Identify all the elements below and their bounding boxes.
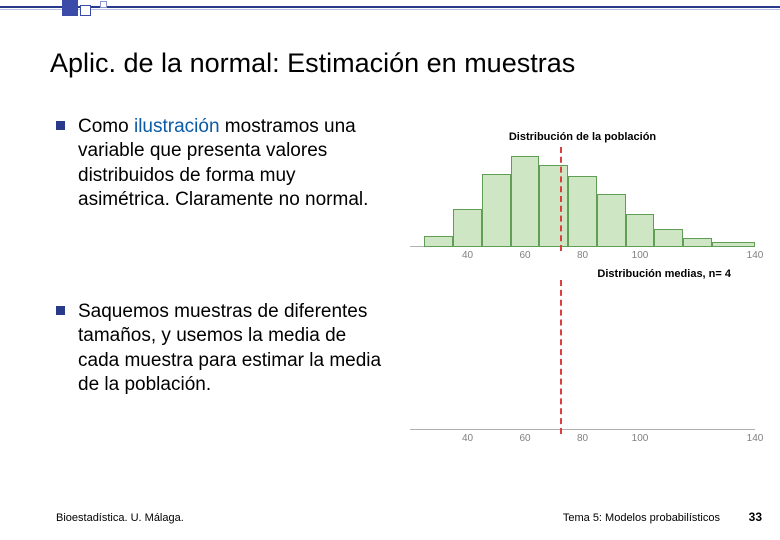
axis-tick-label: 100 xyxy=(632,250,649,261)
histogram-bar xyxy=(626,214,655,247)
decor-line-dark xyxy=(0,6,780,8)
decor-square xyxy=(80,5,91,16)
chart-title-top: Distribución de la población xyxy=(410,131,755,143)
histogram-bar xyxy=(597,194,626,247)
bullet-marker xyxy=(56,306,65,315)
histogram-bar xyxy=(511,156,540,247)
histogram-bar xyxy=(424,236,453,247)
axis-tick-label: 100 xyxy=(632,433,649,444)
footer-right: Tema 5: Modelos probabilísticos xyxy=(563,512,720,524)
histogram-bar xyxy=(654,229,683,247)
axis-tick-label: 140 xyxy=(747,433,764,444)
bullet-1-pre: Como xyxy=(78,116,134,137)
bullet-text-2: Saquemos muestras de diferentes tamaños,… xyxy=(78,300,388,397)
axis-tick-label: 60 xyxy=(519,250,530,261)
axis-tick-label: 40 xyxy=(462,250,473,261)
decor-square xyxy=(62,0,78,16)
chart-bottom-area: 406080100140 xyxy=(410,284,755,430)
histogram-bar xyxy=(683,238,712,247)
page-number: 33 xyxy=(749,510,762,524)
bullet-marker xyxy=(56,121,65,130)
axis-tick-label: 140 xyxy=(747,250,764,261)
histogram-bar xyxy=(453,209,482,247)
axis-tick-label: 60 xyxy=(519,433,530,444)
mean-reference-line xyxy=(560,147,562,251)
axis-tick-label: 80 xyxy=(577,250,588,261)
chart-sample-means: Distribución medias, n= 4 406080100140 xyxy=(410,278,755,448)
decor-line-light xyxy=(0,9,780,10)
axis-baseline xyxy=(410,429,755,430)
histogram-bar xyxy=(568,176,597,247)
footer-left: Bioestadística. U. Málaga. xyxy=(56,512,184,524)
mean-reference-line xyxy=(560,280,562,434)
bullet-text-1: Como ilustración mostramos una variable … xyxy=(78,115,388,212)
chart-population-distribution: Distribución de la población 40608010014… xyxy=(410,145,755,265)
chart-title-bottom: Distribución medias, n= 4 xyxy=(410,268,755,280)
slide-title: Aplic. de la normal: Estimación en muest… xyxy=(50,48,575,79)
bullet-item-2: Saquemos muestras de diferentes tamaños,… xyxy=(78,300,388,397)
bullet-item-1: Como ilustración mostramos una variable … xyxy=(78,115,388,212)
axis-tick-label: 80 xyxy=(577,433,588,444)
chart-top-area: 406080100140 xyxy=(410,151,755,247)
histogram-bar xyxy=(482,174,511,247)
slide-top-decor xyxy=(0,0,780,24)
histogram-bar xyxy=(712,242,755,247)
bullet-1-highlight: ilustración xyxy=(134,116,220,137)
decor-square xyxy=(100,1,107,8)
histogram-bar xyxy=(539,165,568,247)
axis-tick-label: 40 xyxy=(462,433,473,444)
